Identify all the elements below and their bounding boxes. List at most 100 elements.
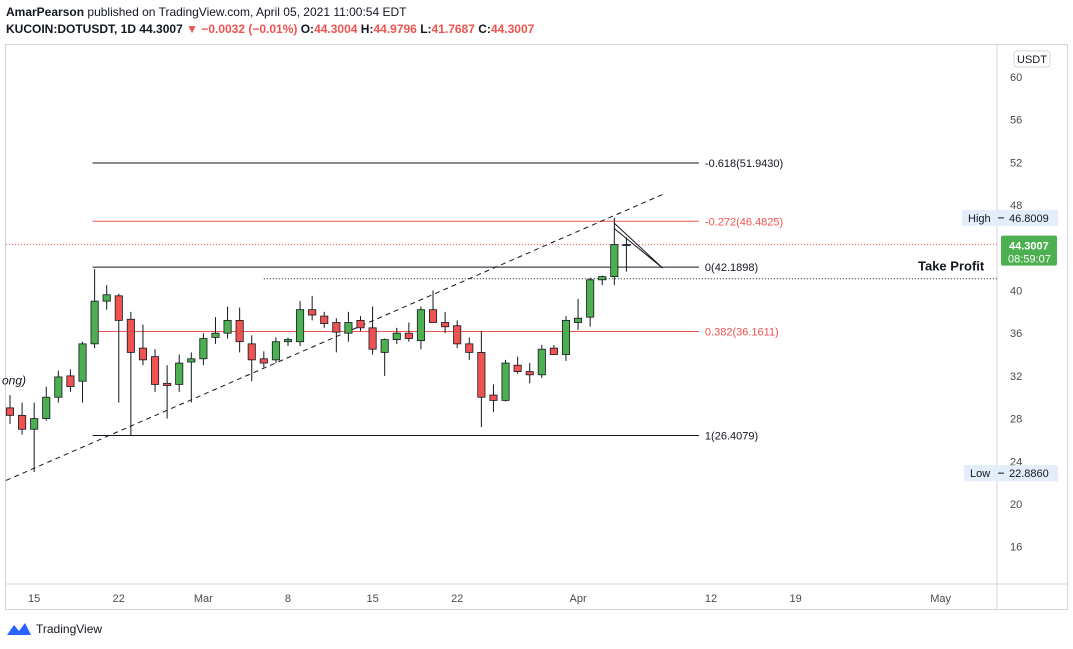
fib-level-label: 1(26.4079) [705,431,758,443]
price-tick-label: 16 [1010,542,1022,554]
time-tick-label: 15 [366,593,378,605]
currency-label: USDT [1017,54,1047,66]
candle-body [66,375,75,387]
author-name[interactable]: AmarPearson [6,5,85,19]
partial-annotation: ong) [2,373,26,387]
candle-body [501,362,510,401]
open-value: 44.3004 [314,22,358,36]
low-marker-value: 22.8860 [1009,468,1049,480]
candle-body [549,347,558,355]
time-tick-label: 8 [285,593,291,605]
candle-body [18,414,27,430]
tradingview-footer[interactable]: TradingView [6,621,102,637]
high-marker-value: 46.8009 [1009,213,1049,225]
candle-body [561,319,571,355]
candle-body [90,300,99,345]
close-value: 44.3007 [490,22,535,36]
header-published-line: AmarPearson published on TradingView.com… [6,5,407,19]
candle-body [477,351,486,398]
high-value: 44.9796 [373,22,417,36]
candle-body [380,339,389,353]
time-tick-label: 19 [789,593,801,605]
take-profit-label: Take Profit [918,259,985,274]
candle-body [151,356,160,385]
tradingview-brand: TradingView [36,622,103,636]
candle-body [223,319,232,334]
candle-body [78,343,87,382]
high-label: H: [360,22,374,36]
candle-body [54,376,63,398]
candle-body [211,332,220,338]
price-tick-label: 28 [1010,414,1022,426]
candle-body [187,358,196,363]
candle-body [5,407,15,416]
price-tick-label: 20 [1010,499,1022,511]
candle-body [416,309,425,342]
candle-body [368,327,377,350]
candle-body [247,343,256,361]
support-trendline [5,193,663,481]
candle-body [163,382,172,386]
candle-body [574,317,583,323]
time-tick-label: 22 [113,593,125,605]
low-value: 41.7687 [431,22,475,36]
candle-body [259,358,268,364]
candle-body [102,294,111,302]
high-marker-label: High [968,213,991,225]
candle-body [392,332,401,340]
candle-body [126,318,135,353]
published-text: published on TradingView.com, April 05, … [87,5,407,19]
price-tick-label: 32 [1010,371,1022,383]
wedge-pattern [613,222,664,269]
candle-body [114,295,123,321]
currency-button[interactable] [1013,50,1051,68]
time-tick-label: 22 [451,593,463,605]
candle-body [525,371,534,376]
candle-body [465,343,474,353]
tradingview-logo-icon [7,623,31,635]
price-tick-label: 52 [1010,157,1022,169]
symbol-label: KUCOIN:DOTUSDT, 1D [6,22,137,36]
open-label: O: [300,22,315,36]
header-ohlc-line: KUCOIN:DOTUSDT, 1D 44.3007 ▼ −0.0032 (−0… [6,22,534,36]
price-tick-label: 60 [1010,72,1022,84]
fib-level-label: -0.618(51.9430) [705,158,783,170]
candle-body [199,338,208,360]
fib-level-label: -0.272(46.4825) [705,216,783,228]
candle-body [598,276,607,281]
candle-body [320,315,329,324]
candle-body [428,309,438,323]
last-price-box [1001,235,1057,266]
fib-level-label: 0(42.1898) [705,262,758,274]
chart-pane[interactable] [5,44,1068,610]
candle-body [30,418,39,430]
candle-body [42,396,51,419]
low-marker-bg [964,465,1058,482]
candle-body [610,244,619,278]
candle-body [296,309,305,343]
candle-body [441,322,450,328]
candle-body [308,309,317,316]
price-tick-label: 36 [1010,328,1022,340]
candle-body [235,319,244,343]
candle-body [332,322,341,333]
candle-body [271,341,280,361]
candle-body [283,339,293,343]
price-tick-label: 56 [1010,115,1022,127]
countdown-timer: 08:59:07 [1008,254,1051,266]
high-marker-bg [962,209,1058,226]
time-tick-label: May [930,593,951,605]
candle-body [453,325,462,345]
time-tick-label: 15 [28,593,40,605]
candle-body [513,364,522,373]
candle-body [537,348,546,376]
time-tick-label: 12 [705,593,717,605]
candle-body [344,322,353,334]
price-tick-label: 40 [1010,285,1022,297]
low-marker-label: Low [970,468,990,480]
candle-body [404,332,413,339]
candle-body [622,244,631,246]
candle-body [138,347,147,361]
close-label: C: [478,22,491,36]
